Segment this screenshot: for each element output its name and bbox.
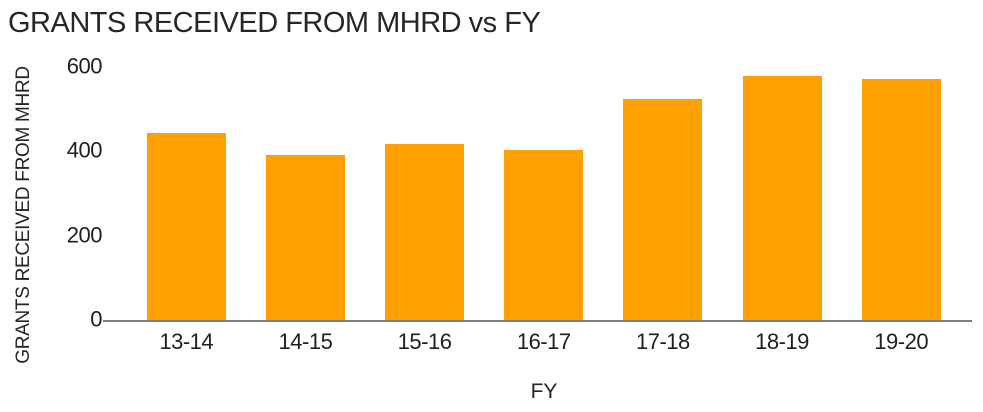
x-tick-label: 18-19 <box>755 329 809 354</box>
bar <box>504 149 584 320</box>
y-tick-label: 0 <box>90 306 102 332</box>
x-axis-title: FY <box>530 380 558 403</box>
x-tick-label: 13-14 <box>159 329 214 354</box>
x-tick-label: 16-17 <box>516 329 571 354</box>
bar <box>623 98 703 320</box>
x-tick-label: 14-15 <box>278 329 333 354</box>
x-tick-label: 15-16 <box>397 329 452 354</box>
y-tick-label: 400 <box>66 137 103 163</box>
bar <box>742 76 822 320</box>
bar <box>146 132 226 320</box>
bar <box>861 78 941 320</box>
x-tick-label: 17-18 <box>635 329 690 354</box>
y-tick-label: 200 <box>66 222 103 248</box>
chart-title: GRANTS RECEIVED FROM MHRD vs FY <box>8 7 541 39</box>
y-tick-label: 600 <box>66 53 103 79</box>
x-tick-label: 19-20 <box>874 329 929 354</box>
bar <box>265 155 345 320</box>
x-axis-line <box>103 320 972 322</box>
bar <box>385 144 465 320</box>
